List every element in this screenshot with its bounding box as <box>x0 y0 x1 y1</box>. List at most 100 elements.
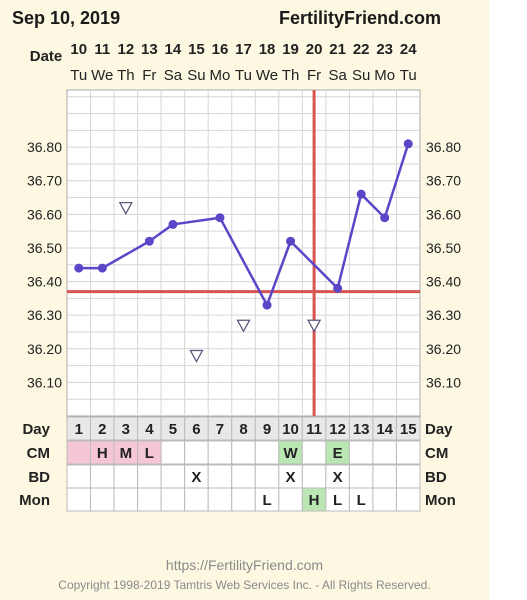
date-tick-label: 10 <box>70 41 87 58</box>
table-cell-text-day: 8 <box>239 421 247 438</box>
weekday-tick-label: Fr <box>307 67 321 84</box>
table-cell-mon <box>66 487 92 512</box>
table-cell-cm <box>231 440 256 465</box>
y-tick-label-right: 36.20 <box>426 341 461 357</box>
temp-point[interactable] <box>262 300 272 310</box>
y-tick-label-left: 36.80 <box>27 139 62 155</box>
temp-point[interactable] <box>215 213 225 223</box>
table-cell-cm <box>301 440 327 465</box>
y-tick-label-right: 36.80 <box>426 139 461 155</box>
temp-point[interactable] <box>403 139 413 149</box>
table-cell-cm <box>160 440 186 465</box>
table-cell-text-day: 5 <box>169 421 177 438</box>
table-cell-text-cm: H <box>97 445 108 462</box>
table-cell-text-day: 3 <box>122 421 130 438</box>
row-label-bd-right: BD <box>425 469 447 486</box>
table-cell-text-bd: X <box>333 469 343 486</box>
table-cell-mon <box>137 487 162 512</box>
y-tick-label-right: 36.10 <box>426 374 461 390</box>
table-cell-cm <box>395 440 421 465</box>
temp-point[interactable] <box>168 219 178 229</box>
y-tick-label-right: 36.40 <box>426 274 461 290</box>
date-tick-label: 15 <box>188 41 205 58</box>
temp-point[interactable] <box>74 263 84 273</box>
table-cell-text-day: 7 <box>216 421 224 438</box>
table-cell-day <box>395 416 421 441</box>
y-tick-label-left: 36.20 <box>27 341 62 357</box>
temp-point[interactable] <box>286 236 296 246</box>
table-cell-text-day: 13 <box>353 421 370 438</box>
date-tick-label: 16 <box>212 41 229 58</box>
table-cell-bd <box>90 464 115 489</box>
table-cell-bd <box>395 464 421 489</box>
temp-point[interactable] <box>144 236 154 246</box>
table-cell-text-day: 2 <box>98 421 106 438</box>
weekday-tick-label: Tu <box>400 67 417 84</box>
table-cell-cm <box>184 440 209 465</box>
temp-point[interactable] <box>333 283 343 293</box>
table-cell-text-cm: W <box>283 445 298 462</box>
y-tick-label-right: 36.50 <box>426 240 461 256</box>
y-tick-label-right: 36.70 <box>426 173 461 189</box>
brand-name: FertilityFriend.com <box>278 8 441 28</box>
y-tick-label-right: 36.30 <box>426 307 461 323</box>
weekday-tick-label: We <box>91 67 113 84</box>
table-cell-mon <box>231 487 256 512</box>
date-tick-label: 21 <box>329 41 346 58</box>
table-cell-bd <box>137 464 162 489</box>
weekday-tick-label: Sa <box>164 67 183 84</box>
footer-url[interactable]: https://FertilityFriend.com <box>165 557 324 573</box>
y-tick-label-left: 36.30 <box>27 307 62 323</box>
table-cell-mon <box>278 487 303 512</box>
footer-copyright: Copyright 1998-2019 Tamtris Web Services… <box>58 578 431 592</box>
temp-point[interactable] <box>356 189 366 199</box>
table-cell-text-day: 15 <box>400 421 417 438</box>
table-cell-bd <box>301 464 327 489</box>
table-cell-text-day: 11 <box>306 421 322 438</box>
date-tick-label: 23 <box>376 41 393 58</box>
table-cell-cm <box>372 440 397 465</box>
discarded-temp-point[interactable] <box>189 349 204 363</box>
table-cell-text-day: 1 <box>75 421 83 438</box>
chart-date: Sep 10, 2019 <box>12 8 121 28</box>
table-cell-text-cm: L <box>145 445 154 462</box>
table-cell-text-mon: L <box>333 492 342 509</box>
temp-point[interactable] <box>97 263 107 273</box>
date-tick-label: 12 <box>117 41 134 58</box>
date-tick-label: 22 <box>353 41 370 58</box>
row-label-day-right: Day <box>425 421 453 438</box>
weekday-tick-label: Tu <box>235 67 252 84</box>
weekday-tick-label: Th <box>117 67 135 84</box>
table-cell-bd <box>160 464 186 489</box>
date-tick-label: 18 <box>259 41 276 58</box>
weekday-tick-label: Mo <box>210 67 231 84</box>
weekday-tick-label: Tu <box>70 67 87 84</box>
date-tick-label: 14 <box>165 41 182 58</box>
weekday-tick-label: Su <box>187 67 205 84</box>
table-cell-bd <box>231 464 256 489</box>
row-label-mon-right: Mon <box>425 492 456 509</box>
y-tick-label-left: 36.60 <box>27 206 62 222</box>
temp-point[interactable] <box>380 213 390 223</box>
y-tick-label-right: 36.60 <box>426 206 461 222</box>
discarded-temp-point[interactable] <box>307 319 322 333</box>
discarded-temp-point[interactable] <box>236 319 251 333</box>
table-cell-mon <box>113 487 139 512</box>
table-cell-text-day: 4 <box>145 421 154 438</box>
table-cell-text-day: 9 <box>263 421 271 438</box>
discarded-temp-point[interactable] <box>118 201 133 215</box>
table-cell-bd <box>66 464 92 489</box>
y-tick-label-left: 36.40 <box>27 274 62 290</box>
table-cell-cm <box>66 440 92 465</box>
y-tick-label-left: 36.10 <box>27 374 62 390</box>
date-tick-label: 24 <box>400 41 417 58</box>
weekday-tick-label: Fr <box>142 67 156 84</box>
table-cell-text-day: 6 <box>192 421 200 438</box>
table-cell-text-mon: L <box>357 492 366 509</box>
table-cell-text-mon: L <box>262 492 271 509</box>
weekday-tick-label: Su <box>352 67 370 84</box>
table-cell-bd <box>113 464 139 489</box>
table-cell-text-day: 10 <box>282 421 299 438</box>
date-tick-label: 19 <box>282 41 299 58</box>
